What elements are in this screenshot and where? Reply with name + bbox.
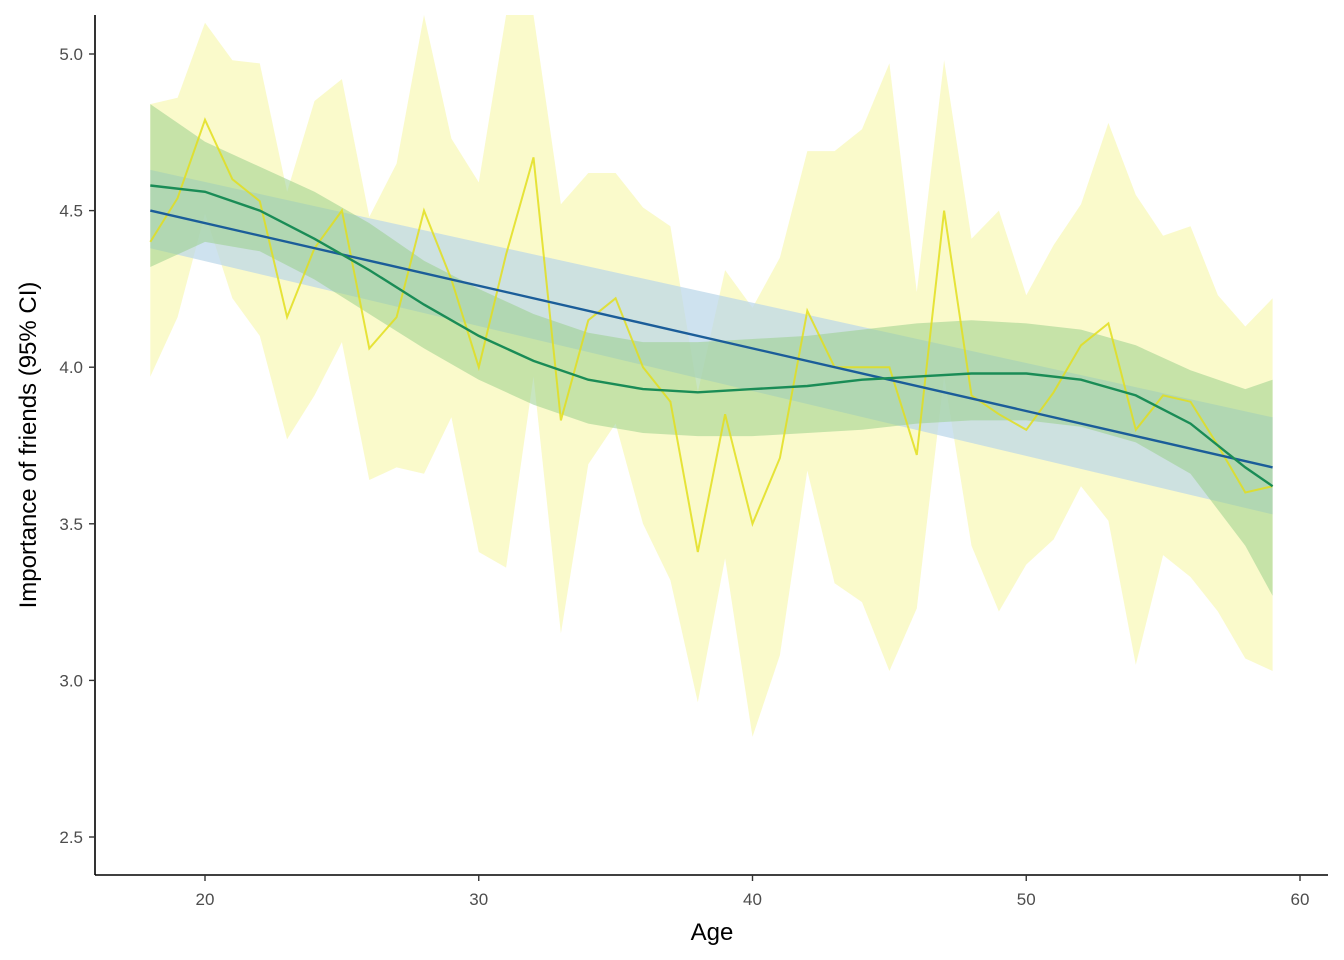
y-axis-title: Importance of friends (95% CI) — [15, 282, 42, 609]
observed-mean-line — [149, 117, 1273, 553]
series-lines — [149, 117, 1274, 553]
x-ticks: 20 30 40 50 60 — [196, 875, 1310, 909]
y-tick-label: 4.5 — [59, 202, 83, 221]
axes — [94, 15, 1328, 876]
y-tick-label: 5.0 — [59, 45, 83, 64]
confidence-bands — [150, 15, 1273, 737]
x-axis-title: Age — [691, 919, 734, 946]
y-tick-label: 3.0 — [59, 671, 83, 690]
linear-fit-line — [150, 209, 1273, 469]
smooth-fit-ci-band — [150, 104, 1273, 596]
x-tick-label: 20 — [196, 890, 215, 909]
x-tick-label: 40 — [743, 890, 762, 909]
x-tick-label: 60 — [1291, 890, 1310, 909]
y-tick-label: 3.5 — [59, 515, 83, 534]
y-tick-label: 2.5 — [59, 828, 83, 847]
smooth-fit-line — [150, 184, 1274, 488]
x-tick-label: 50 — [1017, 890, 1036, 909]
y-ticks: 2.5 3.0 3.5 4.0 4.5 5.0 — [59, 45, 95, 847]
y-tick-label: 4.0 — [59, 358, 83, 377]
x-tick-label: 30 — [469, 890, 488, 909]
